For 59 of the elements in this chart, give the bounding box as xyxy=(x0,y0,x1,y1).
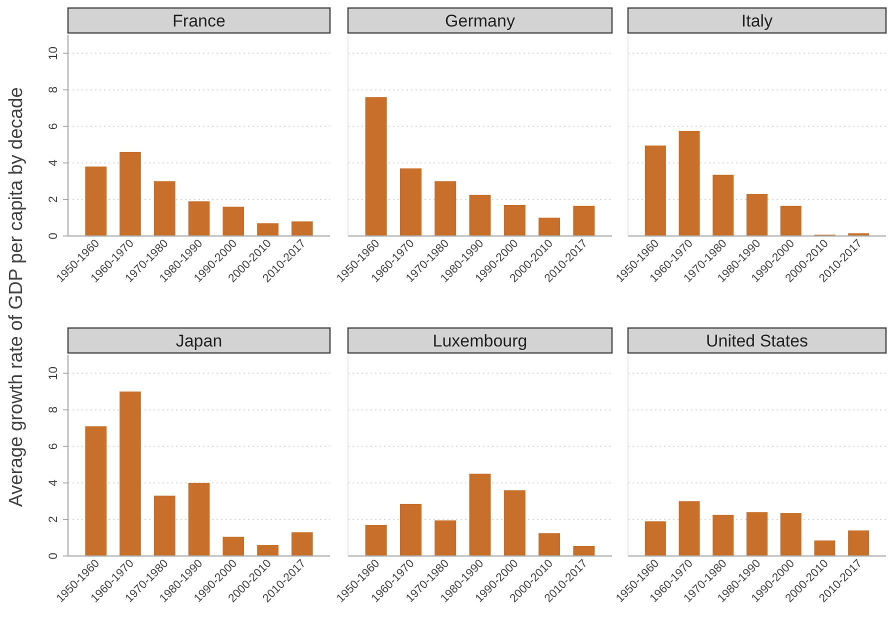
bar xyxy=(780,513,802,556)
y-tick-label: 10 xyxy=(46,46,60,60)
y-axis-title: Average growth rate of GDP per capita by decade xyxy=(6,87,27,507)
chart-title: United States xyxy=(706,332,808,350)
y-tick-label: 2 xyxy=(46,196,60,203)
bar xyxy=(712,174,734,236)
chart-title: Luxembourg xyxy=(432,332,528,350)
bar xyxy=(469,474,491,556)
bar xyxy=(365,97,387,236)
y-tick-label: 4 xyxy=(46,479,60,486)
y-tick-label: 6 xyxy=(46,442,60,450)
bar xyxy=(365,524,387,556)
bar xyxy=(814,540,836,556)
bar xyxy=(678,130,700,236)
bar xyxy=(712,514,734,556)
chart-title: France xyxy=(172,12,226,30)
bar xyxy=(434,181,456,236)
bar xyxy=(644,521,666,556)
y-tick-label: 10 xyxy=(46,366,60,380)
bar xyxy=(222,536,244,556)
bar xyxy=(469,194,491,236)
bar xyxy=(154,181,176,236)
y-tick-label: 4 xyxy=(46,159,60,166)
bar xyxy=(120,152,141,236)
bar xyxy=(538,218,560,236)
bar xyxy=(848,530,870,556)
bar xyxy=(573,546,595,556)
bar xyxy=(400,168,422,236)
bar xyxy=(678,501,700,556)
y-tick-label: 6 xyxy=(46,122,60,130)
bar xyxy=(746,512,768,556)
bar xyxy=(573,206,595,236)
chart-title: Japan xyxy=(176,332,222,350)
bar xyxy=(257,223,278,236)
chart-title: Germany xyxy=(445,12,516,30)
bar xyxy=(222,206,244,236)
y-tick-label: 0 xyxy=(46,232,60,240)
bar xyxy=(85,166,107,236)
bar xyxy=(538,533,560,556)
bar xyxy=(504,490,526,556)
bar xyxy=(291,532,313,556)
bar xyxy=(291,221,313,236)
bar xyxy=(120,392,141,556)
y-tick-label: 8 xyxy=(46,86,60,94)
bar xyxy=(154,496,176,556)
y-tick-label: 2 xyxy=(46,516,60,523)
chart-title: Italy xyxy=(741,12,774,30)
bar xyxy=(257,545,278,556)
bar xyxy=(746,194,768,236)
bar xyxy=(400,504,422,556)
bar xyxy=(434,520,456,556)
bar xyxy=(85,426,107,556)
bar xyxy=(188,482,210,556)
bar xyxy=(780,206,802,236)
bar xyxy=(188,201,210,236)
bar xyxy=(504,204,526,236)
y-tick-label: 8 xyxy=(46,406,60,414)
bar xyxy=(644,146,666,236)
y-tick-label: 0 xyxy=(46,552,60,560)
